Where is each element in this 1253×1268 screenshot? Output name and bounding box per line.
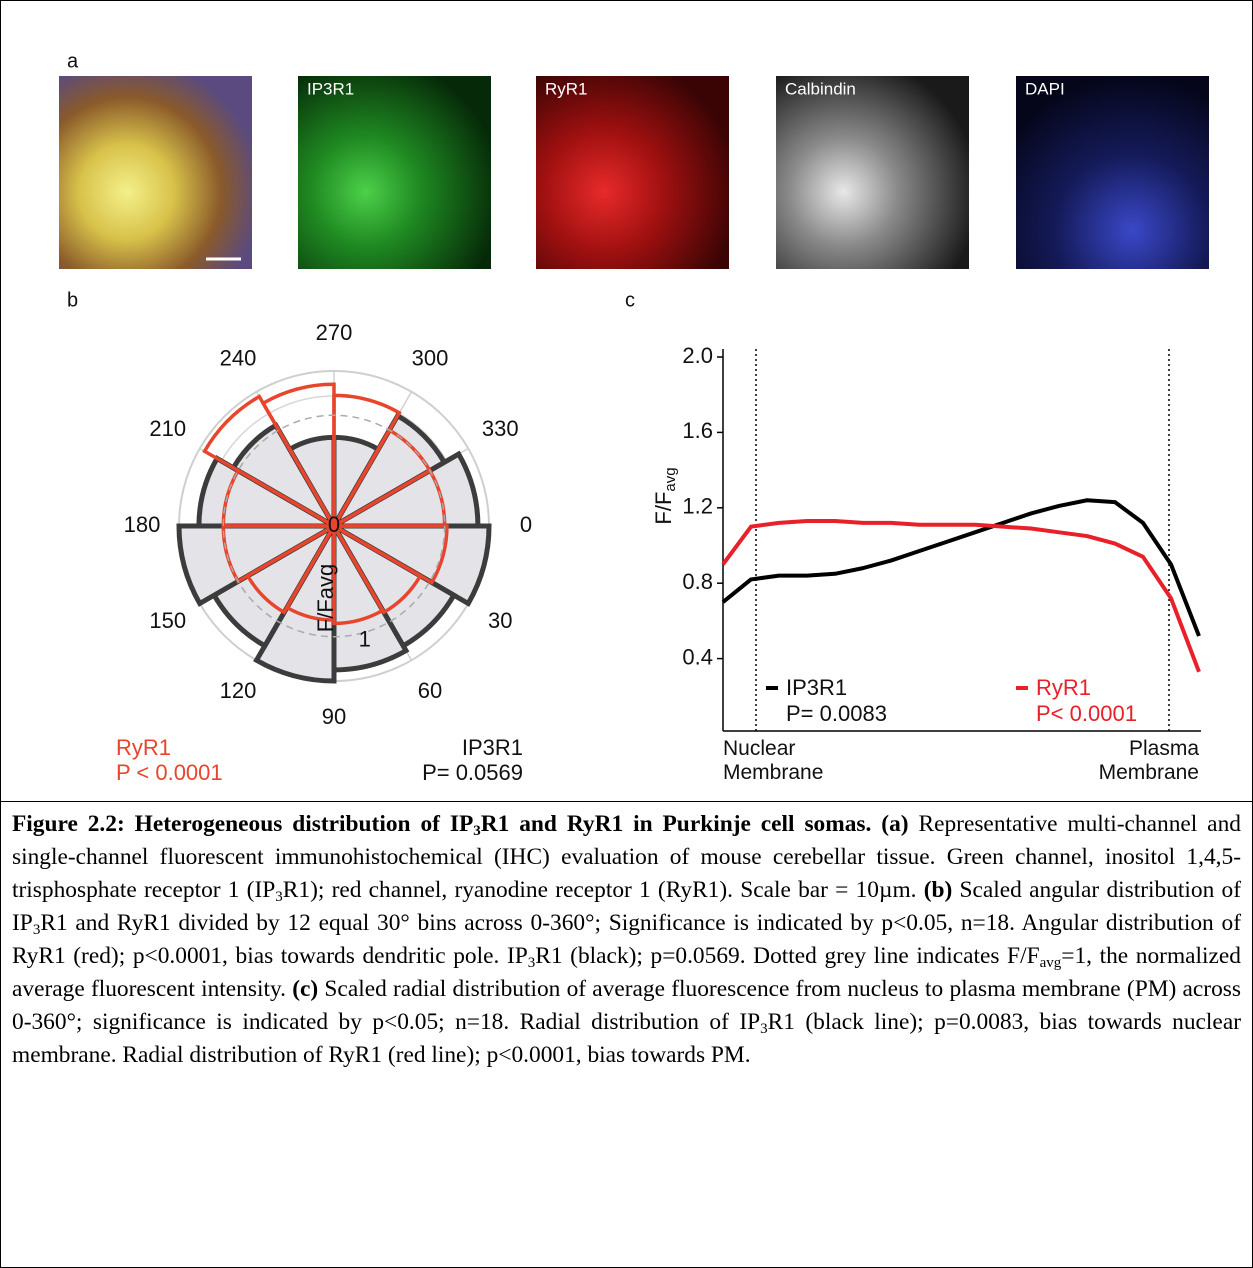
caption-run: R1 (black); p=0.0569. Dotted grey line i… (535, 943, 1039, 969)
y-axis-label-sub: avg (662, 467, 679, 491)
caption-run: 3 (275, 889, 283, 905)
merged-image (59, 76, 252, 269)
panel-label: c (625, 289, 635, 311)
r-axis-label: F/Favg (313, 564, 338, 632)
figure-caption: Figure 2.2: Heterogeneous distribution o… (1, 801, 1252, 1266)
series-stat: P < 0.0001 (116, 760, 223, 785)
calbindin-image (776, 76, 969, 269)
y-tick-label: 1.2 (682, 494, 713, 519)
panel-label: a (67, 50, 79, 72)
legend-label: RyR1 (1036, 675, 1091, 700)
angle-tick-label: 90 (322, 704, 346, 729)
y-tick-label: 2.0 (682, 343, 713, 368)
angle-tick-label: 30 (488, 608, 512, 633)
y-tick-label: 0.8 (682, 569, 713, 594)
angle-tick-label: 240 (220, 346, 257, 371)
r-tick-label: 1 (359, 626, 371, 651)
figure: IP3R1 RyR1 Calbindin DAPI a b c 0 30 60 90 1… (1, 1, 1252, 801)
caption-run: avg (1040, 955, 1062, 971)
legend-label: IP3R1 (786, 675, 847, 700)
series-name: RyR1 (116, 735, 171, 760)
panel-label: b (67, 289, 78, 311)
image-label: RyR1 (545, 79, 588, 98)
x-label: Nuclear Membrane (723, 737, 863, 785)
image-label: DAPI (1025, 79, 1065, 98)
image-label: IP3R1 (307, 79, 354, 98)
series-name: IP3R1 (462, 735, 523, 760)
x-label: Plasma Membrane (1059, 737, 1199, 785)
caption-run: (c) (292, 976, 318, 1002)
series-stat: P= 0.0569 (422, 760, 523, 785)
angle-tick-label: 0 (520, 512, 532, 537)
caption-run: (b) (924, 877, 953, 903)
angle-tick-label: 60 (418, 678, 442, 703)
angle-tick-label: 300 (412, 346, 449, 371)
angle-tick-label: 330 (482, 416, 519, 441)
y-tick-label: 1.6 (682, 418, 713, 443)
ryr1-image (536, 76, 729, 269)
angle-tick-label: 180 (124, 512, 161, 537)
caption-run: 3 (473, 823, 481, 839)
dapi-image (1016, 76, 1209, 269)
data-line (723, 521, 1199, 672)
series-stat: P< 0.0001 (1036, 701, 1137, 726)
caption-run: R1 and RyR1 in Purkinje cell somas. (481, 811, 872, 837)
series-stat: P= 0.0083 (786, 701, 887, 726)
caption-run: 3 (760, 1021, 768, 1037)
ip3r1-image (298, 76, 491, 269)
caption-run (871, 811, 881, 837)
angle-tick-label: 270 (316, 320, 353, 345)
caption-run: Figure 2.2: Heterogeneous distribution o… (12, 811, 473, 837)
angle-tick-label: 150 (149, 608, 186, 633)
y-tick-label: 0.4 (682, 644, 713, 669)
figure-page: IP3R1 RyR1 Calbindin DAPI a b c 03060901… (0, 0, 1253, 1268)
angle-tick-label: 120 (220, 678, 257, 703)
caption-run: R1); red channel, ryanodine receptor 1 (… (283, 877, 924, 903)
caption-run: (a) (881, 811, 908, 837)
y-axis-label: F/Favg (651, 467, 679, 524)
image-label: Calbindin (785, 79, 856, 98)
r-tick-label: 0 (328, 512, 340, 537)
y-axis-label-main: F/F (651, 492, 676, 525)
angle-tick-label: 210 (149, 416, 186, 441)
